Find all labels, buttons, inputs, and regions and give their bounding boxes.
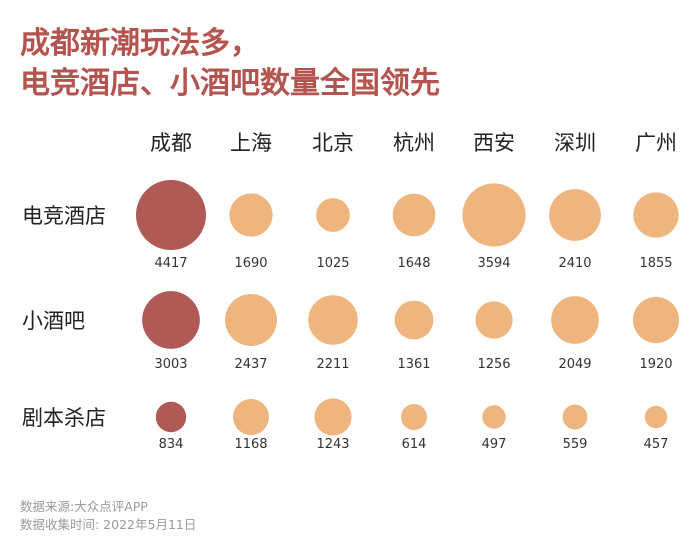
value-label: 457	[644, 437, 669, 452]
column-label: 广州	[635, 131, 677, 155]
value-label: 497	[482, 437, 507, 452]
value-label: 1025	[316, 256, 349, 271]
value-label: 4417	[154, 256, 187, 271]
bubble	[551, 296, 599, 344]
value-label: 1361	[397, 357, 430, 372]
data-date-note: 数据收集时间: 2022年5月11日	[20, 517, 197, 532]
chart-title: 成都新潮玩法多， 电竞酒店、小酒吧数量全国领先	[20, 24, 440, 104]
bubble	[308, 295, 358, 345]
bubble	[233, 399, 269, 435]
bubble	[562, 404, 588, 430]
chart-title-line-1: 成都新潮玩法多，	[20, 26, 260, 61]
column-label: 成都	[150, 131, 192, 155]
value-label: 1168	[234, 437, 267, 452]
chart-footer: 数据来源:大众点评APP 数据收集时间: 2022年5月11日	[20, 498, 196, 534]
bubble	[475, 301, 513, 339]
bubble	[229, 193, 273, 237]
row-label: 电竞酒店	[22, 204, 106, 228]
value-label: 2410	[558, 256, 591, 271]
chart-title-line-2: 电竞酒店、小酒吧数量全国领先	[20, 66, 440, 101]
value-label: 559	[563, 437, 588, 452]
column-label: 北京	[312, 131, 354, 155]
value-label: 2211	[316, 357, 349, 372]
bubble	[316, 198, 350, 232]
bubble	[392, 193, 436, 237]
bubble	[142, 291, 200, 349]
value-label: 1648	[397, 256, 430, 271]
column-label: 上海	[230, 131, 272, 155]
value-label: 834	[159, 437, 184, 452]
value-label: 1256	[477, 357, 510, 372]
value-label: 2049	[558, 357, 591, 372]
value-label: 1690	[234, 256, 267, 271]
bubble	[632, 296, 680, 344]
row-label: 小酒吧	[22, 309, 85, 333]
bubble	[644, 405, 668, 429]
value-label: 2437	[234, 357, 267, 372]
bubble	[136, 180, 206, 250]
column-label: 西安	[473, 131, 515, 155]
data-source-note: 数据来源:大众点评APP	[20, 499, 148, 514]
bubble	[400, 403, 428, 431]
value-label: 614	[402, 437, 427, 452]
bubble	[482, 405, 506, 429]
bubble	[225, 294, 277, 346]
bubble	[633, 192, 679, 238]
row-label: 剧本杀店	[22, 406, 106, 430]
bubble	[155, 401, 187, 433]
value-label: 1920	[639, 357, 672, 372]
value-label: 1243	[316, 437, 349, 452]
bubble	[549, 189, 601, 241]
value-label: 1855	[639, 256, 672, 271]
value-label: 3003	[154, 357, 187, 372]
bubble	[462, 183, 526, 247]
bubble	[314, 398, 352, 436]
column-label: 深圳	[554, 131, 596, 155]
bubble	[394, 300, 434, 340]
column-label: 杭州	[393, 131, 435, 155]
value-label: 3594	[477, 256, 510, 271]
